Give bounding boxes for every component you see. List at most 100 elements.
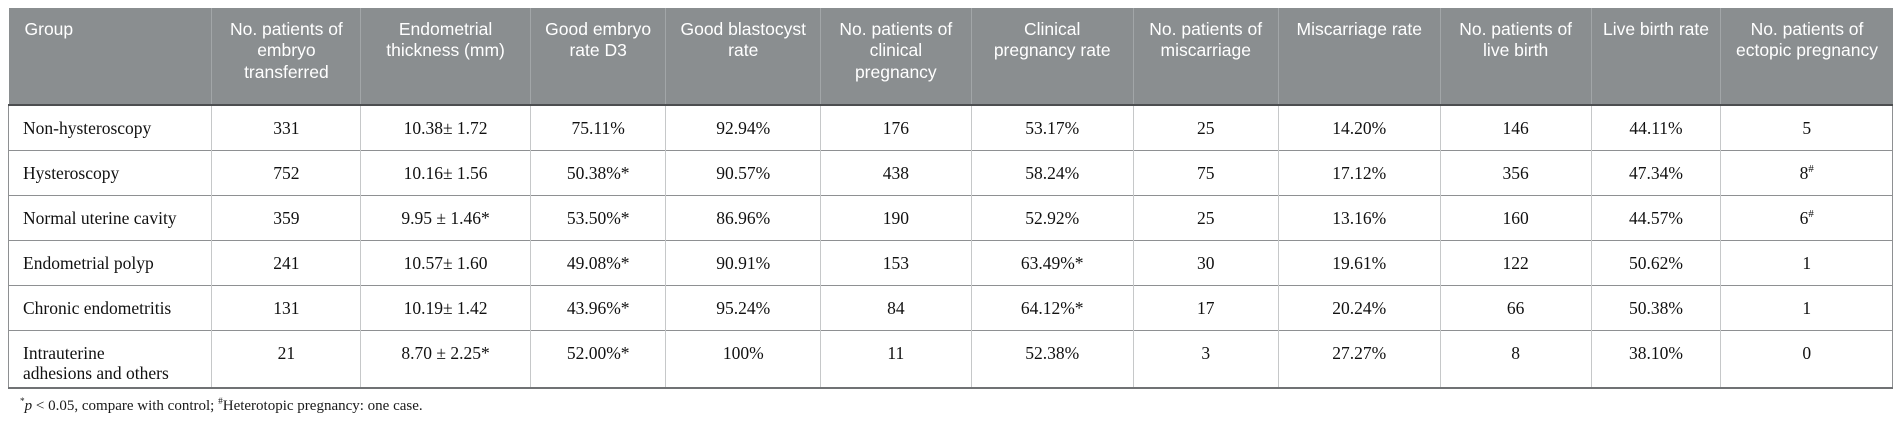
column-header-9: No. patients of live birth <box>1439 8 1591 106</box>
value-cell: 90.91% <box>665 239 821 285</box>
value-cell: 153 <box>819 239 972 285</box>
value-cell: 17 <box>1132 284 1279 330</box>
value-cell: 44.11% <box>1590 105 1721 150</box>
value-cell: 75 <box>1132 149 1279 195</box>
superscript-marker: # <box>1808 207 1814 220</box>
column-header-0: Group <box>8 8 212 106</box>
value-cell: 50.38%* <box>529 149 666 195</box>
table-row: Endometrial polyp 241 10.57± 1.60 49.08%* 90… <box>7 239 1893 285</box>
value-cell: 190 <box>819 194 972 240</box>
value-cell: 11 <box>819 329 972 389</box>
value-cell: 92.94% <box>665 105 821 150</box>
footnote-hash-marker: # <box>218 396 223 407</box>
value-cell: 1 <box>1720 239 1893 285</box>
value-cell: 241 <box>211 239 361 285</box>
value-cell: 10.57± 1.60 <box>360 239 531 285</box>
value-cell: 53.17% <box>970 105 1134 150</box>
value-cell: 1 <box>1720 284 1893 330</box>
footnote-star-text: < 0.05, compare with control; <box>32 397 219 414</box>
column-header-4: Good blastocyst rate <box>665 8 821 106</box>
value-cell: 50.38% <box>1590 284 1721 330</box>
value-cell: 9.95 ± 1.46* <box>360 194 531 240</box>
value-cell: 0 <box>1720 329 1893 389</box>
column-header-7: No. patients of miscarriage <box>1132 8 1279 106</box>
value-cell: 10.16± 1.56 <box>360 149 531 195</box>
value-cell: 438 <box>819 149 972 195</box>
value-cell: 53.50%* <box>529 194 666 240</box>
group-cell: Hysteroscopy <box>7 149 212 195</box>
column-header-5: No. patients of clinical pregnancy <box>819 8 972 106</box>
table-row: Normal uterine cavity 359 9.95 ± 1.46* 53.5… <box>7 194 1893 240</box>
value-cell: 21 <box>211 329 361 389</box>
value-cell: 146 <box>1439 105 1591 150</box>
column-header-1: No. patients of embryo transferred <box>211 8 361 106</box>
value-cell: 19.61% <box>1277 239 1441 285</box>
column-header-8: Miscarriage rate <box>1277 8 1441 106</box>
table-row: Chronic endometritis 131 10.19± 1.42 43.96%… <box>7 284 1893 330</box>
value-cell: 5 <box>1720 105 1893 150</box>
group-cell: Intrauterine adhesions and others <box>7 329 212 389</box>
results-table: Group No. patients of embryo transferred E… <box>7 8 1893 389</box>
value-cell: 52.92% <box>970 194 1134 240</box>
value-cell: 50.62% <box>1590 239 1721 285</box>
value-cell: 8 <box>1439 329 1591 389</box>
footnote: *p < 0.05, compare with control; #Hetero… <box>20 396 1893 415</box>
value-cell: 44.57% <box>1590 194 1721 240</box>
value-cell: 47.34% <box>1590 149 1721 195</box>
group-cell: Non-hysteroscopy <box>7 105 212 150</box>
value-cell: 331 <box>211 105 361 150</box>
column-header-11: No. patients of ectopic pregnancy <box>1720 8 1893 106</box>
value-cell: 10.38± 1.72 <box>360 105 531 150</box>
value-cell: 20.24% <box>1277 284 1441 330</box>
value-cell: 3 <box>1132 329 1279 389</box>
footnote-hash-text: Heterotopic pregnancy: one case. <box>222 397 423 414</box>
value-cell: 63.49%* <box>970 239 1134 285</box>
value-cell: 64.12%* <box>970 284 1134 330</box>
value-cell: 100% <box>665 329 821 389</box>
column-header-10: Live birth rate <box>1590 8 1721 106</box>
group-cell: Chronic endometritis <box>7 284 212 330</box>
footnote-p-symbol: p <box>24 397 33 414</box>
value-cell: 66 <box>1439 284 1591 330</box>
value-cell: 25 <box>1132 105 1279 150</box>
value-cell: 14.20% <box>1277 105 1441 150</box>
value-cell: 8.70 ± 2.25* <box>360 329 531 389</box>
value-cell: 27.27% <box>1277 329 1441 389</box>
value-cell: 8# <box>1720 149 1893 195</box>
table-row: Non-hysteroscopy 331 10.38± 1.72 75.11% 92.9… <box>7 105 1893 150</box>
value-cell: 86.96% <box>665 194 821 240</box>
value-cell: 13.16% <box>1277 194 1441 240</box>
value-cell: 752 <box>211 149 361 195</box>
superscript-marker: # <box>1808 162 1814 175</box>
column-header-2: Endometrial thickness (mm) <box>360 8 531 106</box>
value-cell: 52.38% <box>970 329 1134 389</box>
value-cell: 10.19± 1.42 <box>360 284 531 330</box>
value-cell: 122 <box>1439 239 1591 285</box>
table-header: Group No. patients of embryo transferred E… <box>8 8 1893 106</box>
footnote-star-marker: * <box>20 396 25 407</box>
value-cell: 6# <box>1720 194 1893 240</box>
value-cell: 52.00%* <box>529 329 666 389</box>
column-header-3: Good embryo rate D3 <box>529 8 666 106</box>
value-cell: 95.24% <box>665 284 821 330</box>
group-cell: Endometrial polyp <box>7 239 212 285</box>
value-cell: 25 <box>1132 194 1279 240</box>
value-cell: 356 <box>1439 149 1591 195</box>
value-cell: 43.96%* <box>529 284 666 330</box>
value-cell: 84 <box>819 284 972 330</box>
value-cell: 38.10% <box>1590 329 1721 389</box>
value-cell: 30 <box>1132 239 1279 285</box>
header-row: Group No. patients of embryo transferred E… <box>8 8 1893 106</box>
value-cell: 49.08%* <box>529 239 666 285</box>
value-cell: 75.11% <box>529 105 666 150</box>
value-cell: 58.24% <box>970 149 1134 195</box>
value-cell: 90.57% <box>665 149 821 195</box>
value-cell: 17.12% <box>1277 149 1441 195</box>
table-region: Group No. patients of embryo transferred E… <box>7 8 1893 415</box>
value-cell: 176 <box>819 105 972 150</box>
value-cell: 160 <box>1439 194 1591 240</box>
group-cell: Normal uterine cavity <box>7 194 212 240</box>
table-row: Hysteroscopy 752 10.16± 1.56 50.38%* 90.57% 4… <box>7 149 1893 195</box>
column-header-6: Clinical pregnancy rate <box>970 8 1134 106</box>
table-body: Non-hysteroscopy 331 10.38± 1.72 75.11% 92.9… <box>7 105 1893 389</box>
